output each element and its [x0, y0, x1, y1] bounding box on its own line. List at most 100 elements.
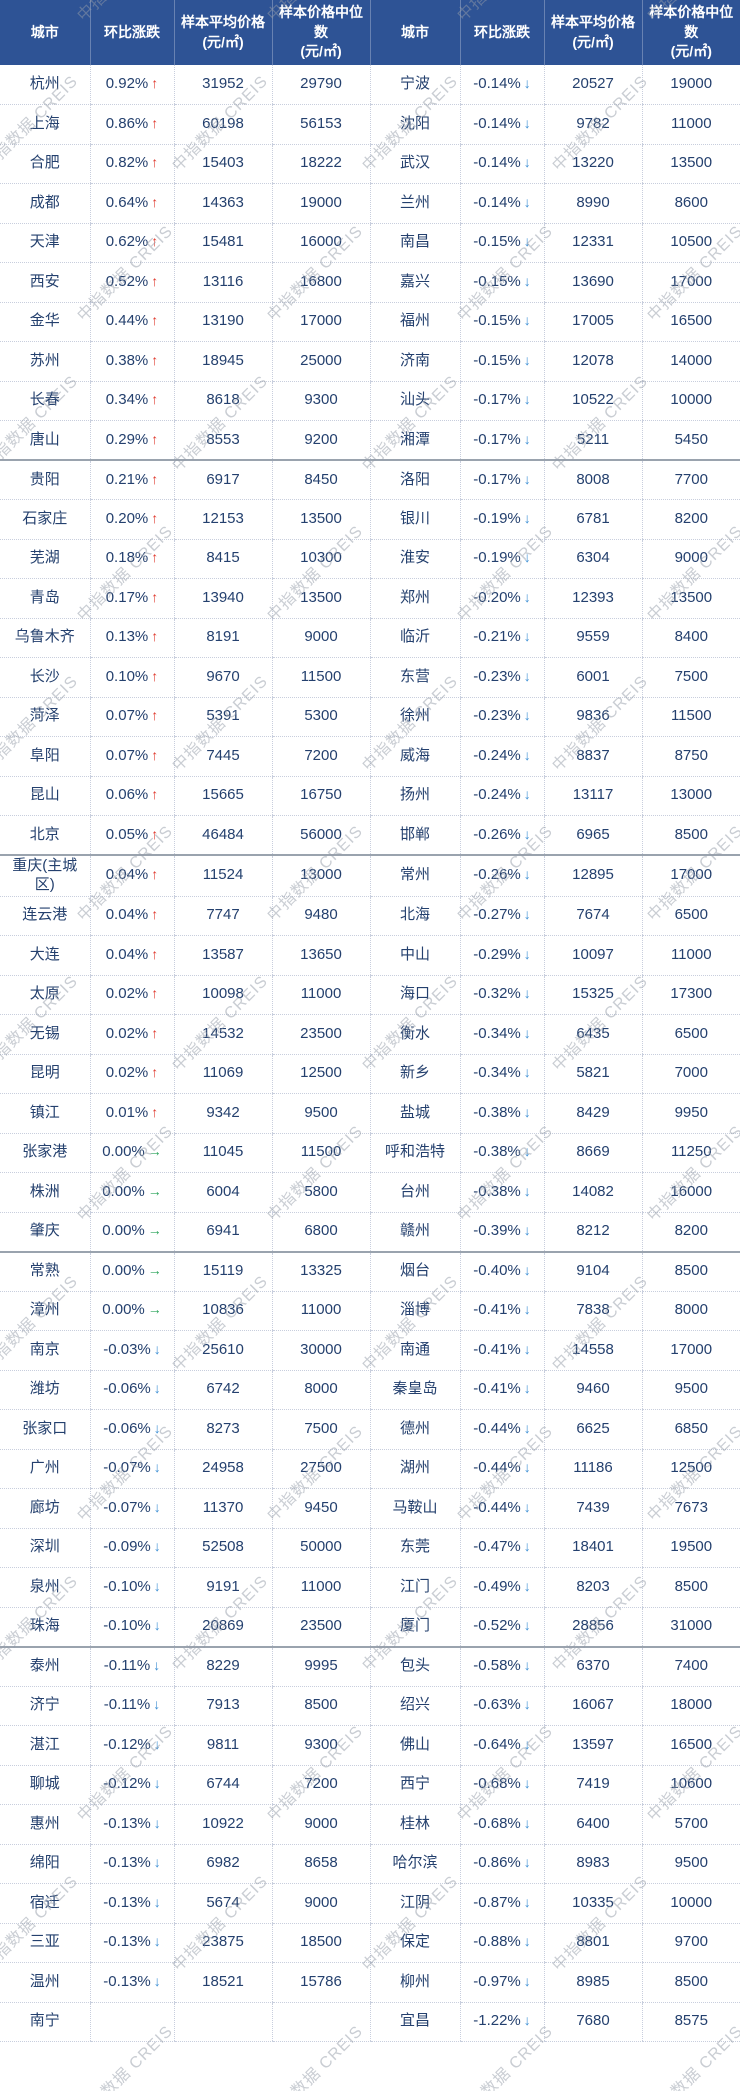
change-value: -0.68% [473, 1814, 521, 1832]
median-price-cell-left: 18500 [271, 1923, 370, 1963]
change-cell-left: 0.82% ↑ [89, 144, 174, 184]
city-cell-right: 威海 [369, 736, 460, 777]
change-value: -0.44% [473, 1459, 521, 1477]
change-value: 0.02% [105, 985, 149, 1003]
change-cell-left: -0.06% ↓ [89, 1409, 174, 1450]
arrow-up-icon: ↑ [151, 786, 159, 803]
avg-price-cell-left: 11069 [173, 1054, 272, 1094]
change-cell-right: -0.24% ↓ [459, 776, 544, 816]
median-price-cell-left [271, 2002, 370, 2042]
arrow-flat-icon: → [147, 1301, 162, 1318]
change-cell-right: -0.58% ↓ [459, 1646, 544, 1687]
avg-price-cell-right: 5211 [543, 420, 642, 461]
arrow-down-icon: ↓ [523, 233, 531, 250]
change-value: -0.24% [473, 746, 521, 764]
avg-price-cell-left: 13940 [173, 578, 272, 619]
median-price-cell-left: 9000 [271, 618, 370, 658]
median-price-cell-right: 10600 [641, 1765, 740, 1805]
median-price-cell-right: 8200 [641, 1212, 740, 1253]
change-value: -0.15% [473, 233, 521, 251]
arrow-down-icon: ↓ [523, 1854, 531, 1871]
median-price-cell-right: 18000 [641, 1686, 740, 1726]
avg-price-cell-left: 24958 [173, 1449, 272, 1489]
change-cell-left: -0.09% ↓ [89, 1528, 174, 1568]
city-cell-left: 金华 [0, 302, 90, 342]
arrow-flat-icon: → [147, 1143, 162, 1160]
table-row: 珠海 -0.10% ↓ 20869 23500 厦门 -0.52% ↓ 28856 31000 [0, 1607, 740, 1648]
city-cell-right: 东莞 [369, 1528, 460, 1568]
change-value: -0.11% [103, 1696, 151, 1714]
change-cell-right: -0.26% ↓ [459, 815, 544, 856]
change-value: 0.34% [105, 391, 149, 409]
city-cell-right: 绍兴 [369, 1686, 460, 1726]
avg-price-cell-right: 10522 [543, 381, 642, 421]
change-value: 0.38% [105, 351, 149, 369]
change-cell-right: -0.40% ↓ [459, 1251, 544, 1292]
arrow-up-icon: ↑ [151, 154, 159, 171]
median-price-cell-left: 8450 [271, 460, 370, 500]
city-cell-left: 北京 [0, 815, 90, 856]
change-cell-left: -0.10% ↓ [89, 1607, 174, 1648]
change-cell-right: -0.97% ↓ [459, 1962, 544, 2003]
change-cell-left [89, 2002, 174, 2042]
city-cell-left: 太原 [0, 975, 90, 1015]
change-value: -0.44% [473, 1498, 521, 1516]
change-value: 0.06% [105, 786, 149, 804]
city-cell-right: 湖州 [369, 1449, 460, 1489]
column-header-avg-title: 样本平均价格 [551, 13, 635, 30]
avg-price-cell-right: 8669 [543, 1133, 642, 1173]
avg-price-cell-right: 20527 [543, 65, 642, 105]
arrow-down-icon: ↓ [523, 1735, 531, 1752]
avg-price-cell-left: 18521 [173, 1962, 272, 2003]
avg-price-cell-left: 6941 [173, 1212, 272, 1253]
city-cell-right: 兰州 [369, 183, 460, 224]
median-price-cell-left: 7200 [271, 736, 370, 777]
change-value: -0.88% [473, 1933, 521, 1951]
arrow-down-icon: ↓ [153, 1538, 161, 1555]
city-cell-left: 成都 [0, 183, 90, 224]
avg-price-cell-right: 15325 [543, 975, 642, 1015]
city-cell-left: 惠州 [0, 1804, 90, 1845]
change-cell-right: -0.19% ↓ [459, 499, 544, 540]
change-cell-right: -0.68% ↓ [459, 1765, 544, 1805]
city-cell-right: 洛阳 [369, 460, 460, 500]
median-price-cell-left: 13000 [271, 855, 370, 897]
arrow-down-icon: ↓ [153, 1893, 161, 1910]
city-cell-right: 佛山 [369, 1725, 460, 1766]
city-cell-right: 桂林 [369, 1804, 460, 1845]
median-price-cell-right: 10500 [641, 223, 740, 263]
table-row: 株洲 0.00% → 6004 5800 台州 -0.38% ↓ 14082 16000 [0, 1172, 740, 1213]
arrow-up-icon: ↑ [151, 272, 159, 289]
arrow-up-icon: ↑ [151, 746, 159, 763]
avg-price-cell-left [173, 2002, 272, 2042]
city-cell-left: 湛江 [0, 1725, 90, 1766]
city-cell-left: 潍坊 [0, 1370, 90, 1410]
city-cell-left: 聊城 [0, 1765, 90, 1805]
change-cell-right: -0.14% ↓ [459, 144, 544, 184]
table-row: 上海 0.86% ↑ 60198 56153 沈阳 -0.14% ↓ 9782 11000 [0, 104, 740, 145]
avg-price-cell-right: 6625 [543, 1409, 642, 1450]
avg-price-cell-left: 7445 [173, 736, 272, 777]
change-value: -0.32% [473, 985, 521, 1003]
change-cell-right: -0.17% ↓ [459, 460, 544, 500]
median-price-cell-right: 31000 [641, 1607, 740, 1648]
median-price-cell-left: 56000 [271, 815, 370, 856]
table-row: 天津 0.62% ↑ 15481 16000 南昌 -0.15% ↓ 12331 10500 [0, 223, 740, 263]
change-value: 0.62% [105, 233, 149, 251]
median-price-cell-left: 9000 [271, 1804, 370, 1845]
arrow-down-icon: ↓ [153, 1933, 161, 1950]
avg-price-cell-left: 15403 [173, 144, 272, 184]
change-cell-right: -0.27% ↓ [459, 896, 544, 936]
change-cell-left: -0.13% ↓ [89, 1844, 174, 1884]
change-cell-right: -0.34% ↓ [459, 1014, 544, 1055]
change-cell-right: -0.44% ↓ [459, 1409, 544, 1450]
avg-price-cell-left: 9670 [173, 657, 272, 698]
table-row: 泰州 -0.11% ↓ 8229 9995 包头 -0.58% ↓ 6370 7400 [0, 1646, 740, 1687]
median-price-cell-left: 11000 [271, 1567, 370, 1608]
city-cell-right: 宁波 [369, 65, 460, 105]
median-price-cell-left: 25000 [271, 341, 370, 382]
city-cell-right: 嘉兴 [369, 262, 460, 303]
arrow-down-icon: ↓ [523, 1696, 531, 1713]
change-value: 0.21% [105, 470, 149, 488]
avg-price-cell-left: 10922 [173, 1804, 272, 1845]
